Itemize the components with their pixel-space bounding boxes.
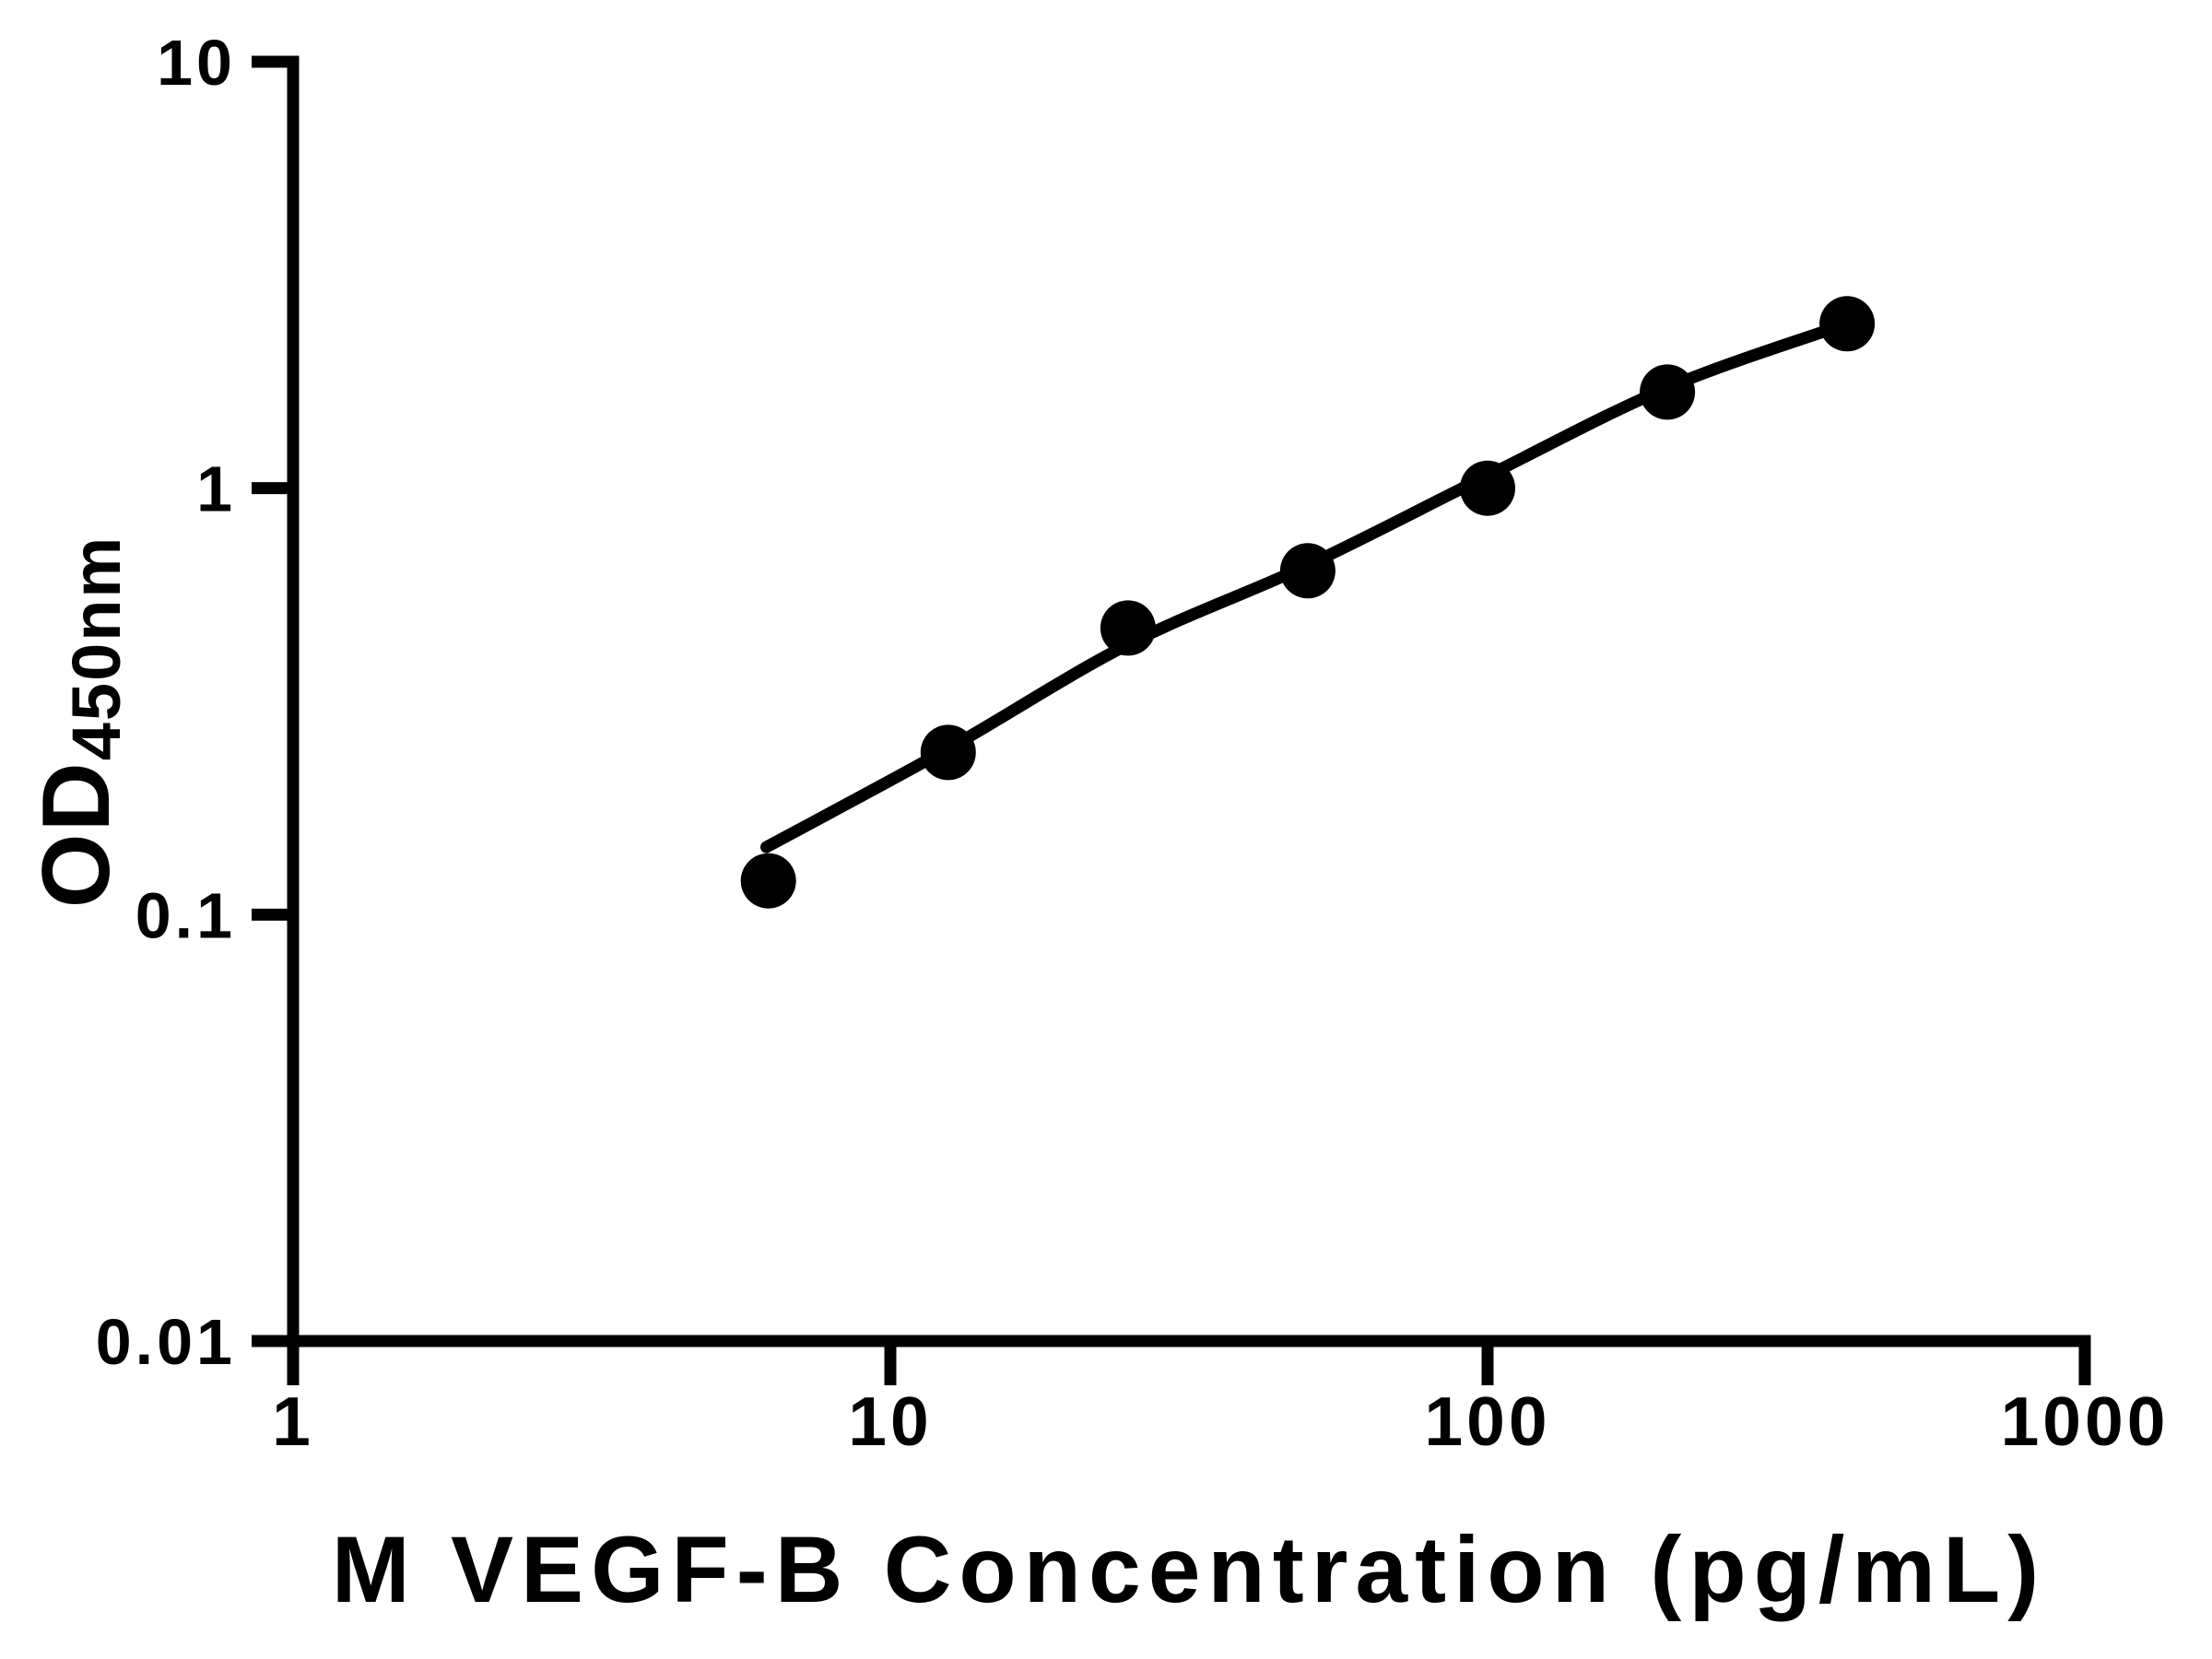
y-tick-label: 0.01 — [96, 1306, 236, 1378]
data-point — [740, 853, 796, 909]
data-point — [1279, 543, 1335, 599]
x-axis-title: M VEGF-B Concentration (pg/mL) — [332, 1517, 2047, 1622]
data-point — [1460, 460, 1515, 516]
x-tick-label: 100 — [1424, 1382, 1550, 1460]
y-axis-title: OD450nm — [23, 535, 135, 908]
data-point — [1640, 364, 1696, 420]
x-tick-label: 10 — [848, 1382, 932, 1460]
y-axis-title-main: OD — [23, 760, 130, 908]
data-point — [1819, 296, 1876, 352]
data-point — [1100, 600, 1156, 656]
data-point — [920, 724, 976, 781]
x-tick-label: 1000 — [2001, 1382, 2170, 1460]
y-tick-label: 10 — [157, 27, 236, 99]
series-layer — [740, 296, 1876, 909]
x-tick-label: 1 — [272, 1382, 314, 1460]
y-tick-label: 0.1 — [135, 879, 236, 951]
y-tick-label: 1 — [196, 453, 236, 525]
axes-layer: 0.01 0.1 1 10 1 10 100 1000 — [96, 27, 2170, 1460]
y-axis-title-sub: 450nm — [58, 535, 135, 760]
